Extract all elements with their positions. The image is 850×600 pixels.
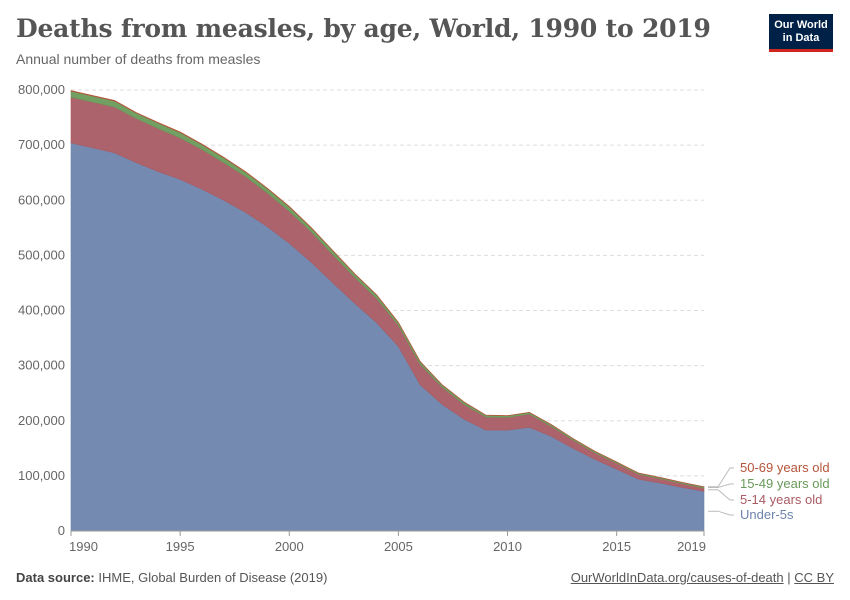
x-tick-label: 2015: [602, 539, 631, 554]
data-source-text: IHME, Global Burden of Disease (2019): [98, 570, 328, 585]
legend-connector: [708, 467, 734, 488]
x-tick-label: 2005: [384, 539, 413, 554]
x-tick-label: 2019: [677, 539, 706, 554]
x-tick-label: 1990: [69, 539, 98, 554]
data-source: Data source: IHME, Global Burden of Dise…: [16, 570, 327, 585]
x-tick-label: 2000: [275, 539, 304, 554]
x-tick-label: 1995: [166, 539, 195, 554]
y-tick-label: 100,000: [18, 468, 65, 483]
y-tick-label: 0: [58, 523, 65, 538]
logo-line-2: in Data: [782, 32, 820, 44]
x-tick-label: 2010: [493, 539, 522, 554]
y-tick-label: 300,000: [18, 358, 65, 373]
data-source-label: Data source:: [16, 570, 95, 585]
owid-logo[interactable]: Our World in Data: [769, 14, 833, 52]
y-tick-label: 200,000: [18, 413, 65, 428]
logo-line-1: Our World: [774, 19, 828, 31]
area-series-3[interactable]: [70, 90, 705, 488]
footer-links: OurWorldInData.org/causes-of-death | CC …: [571, 570, 834, 585]
legend-connector: [708, 510, 734, 516]
license-link[interactable]: CC BY: [794, 570, 834, 585]
area-series: [70, 90, 705, 532]
y-tick-label: 500,000: [18, 247, 65, 262]
source-link[interactable]: OurWorldInData.org/causes-of-death: [570, 570, 784, 585]
y-tick-label: 400,000: [18, 303, 65, 318]
y-tick-label: 600,000: [18, 192, 65, 207]
legend-label[interactable]: 50-69 years old: [740, 460, 830, 475]
legend-connector: [708, 489, 734, 501]
axes: 0 100,000 200,000 300,000 400,000 500,000 600,…: [18, 82, 706, 554]
chart-subtitle: Annual number of deaths from measles: [16, 51, 261, 67]
y-tick-label: 800,000: [18, 82, 65, 97]
footer-separator: |: [787, 570, 791, 585]
y-tick-label: 700,000: [18, 137, 65, 152]
legend-label[interactable]: 5-14 years old: [740, 492, 822, 507]
legend-connector: [708, 483, 734, 488]
legend-label[interactable]: Under-5s: [740, 507, 794, 522]
legend-label[interactable]: 15-49 years old: [740, 476, 830, 491]
area-series-0[interactable]: [70, 142, 705, 532]
chart-title: Deaths from measles, by age, World, 1990…: [16, 14, 711, 43]
